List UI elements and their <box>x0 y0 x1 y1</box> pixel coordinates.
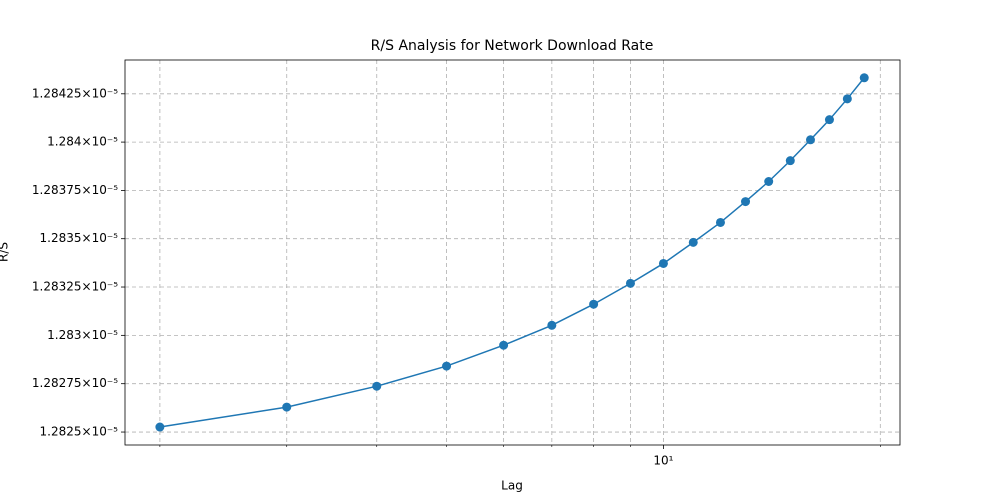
x-tick-label: 10¹ <box>653 454 673 468</box>
data-point <box>859 73 869 83</box>
plot-frame <box>124 59 901 446</box>
data-point <box>282 402 292 412</box>
data-point <box>805 135 815 145</box>
data-point <box>741 197 751 207</box>
y-tick-label: 1.284×10⁻⁵ <box>47 135 118 149</box>
data-point <box>842 94 852 104</box>
y-tick-label: 1.28375×10⁻⁵ <box>32 183 118 197</box>
data-point <box>658 258 668 268</box>
data-point <box>785 156 795 166</box>
y-tick-label: 1.283×10⁻⁵ <box>47 328 118 342</box>
x-axis-label: Lag <box>501 479 523 493</box>
data-point <box>764 177 774 187</box>
chart-title: R/S Analysis for Network Download Rate <box>371 38 654 54</box>
data-point <box>625 278 635 288</box>
data-point <box>155 422 165 432</box>
y-tick-label: 1.2825×10⁻⁵ <box>40 425 119 439</box>
y-axis-label: R/S <box>0 242 11 262</box>
data-point <box>499 340 509 350</box>
data-point <box>372 381 382 391</box>
y-tick-label: 1.28325×10⁻⁵ <box>32 280 118 294</box>
data-point <box>824 115 834 125</box>
data-point <box>589 299 599 309</box>
data-point <box>688 237 698 247</box>
y-tick-label: 1.28275×10⁻⁵ <box>32 376 118 390</box>
data-point <box>547 320 557 330</box>
y-tick-label: 1.2835×10⁻⁵ <box>40 231 119 245</box>
y-tick-label: 1.28425×10⁻⁵ <box>32 86 118 100</box>
data-point <box>442 361 452 371</box>
data-point <box>715 217 725 227</box>
series-line <box>159 77 865 428</box>
